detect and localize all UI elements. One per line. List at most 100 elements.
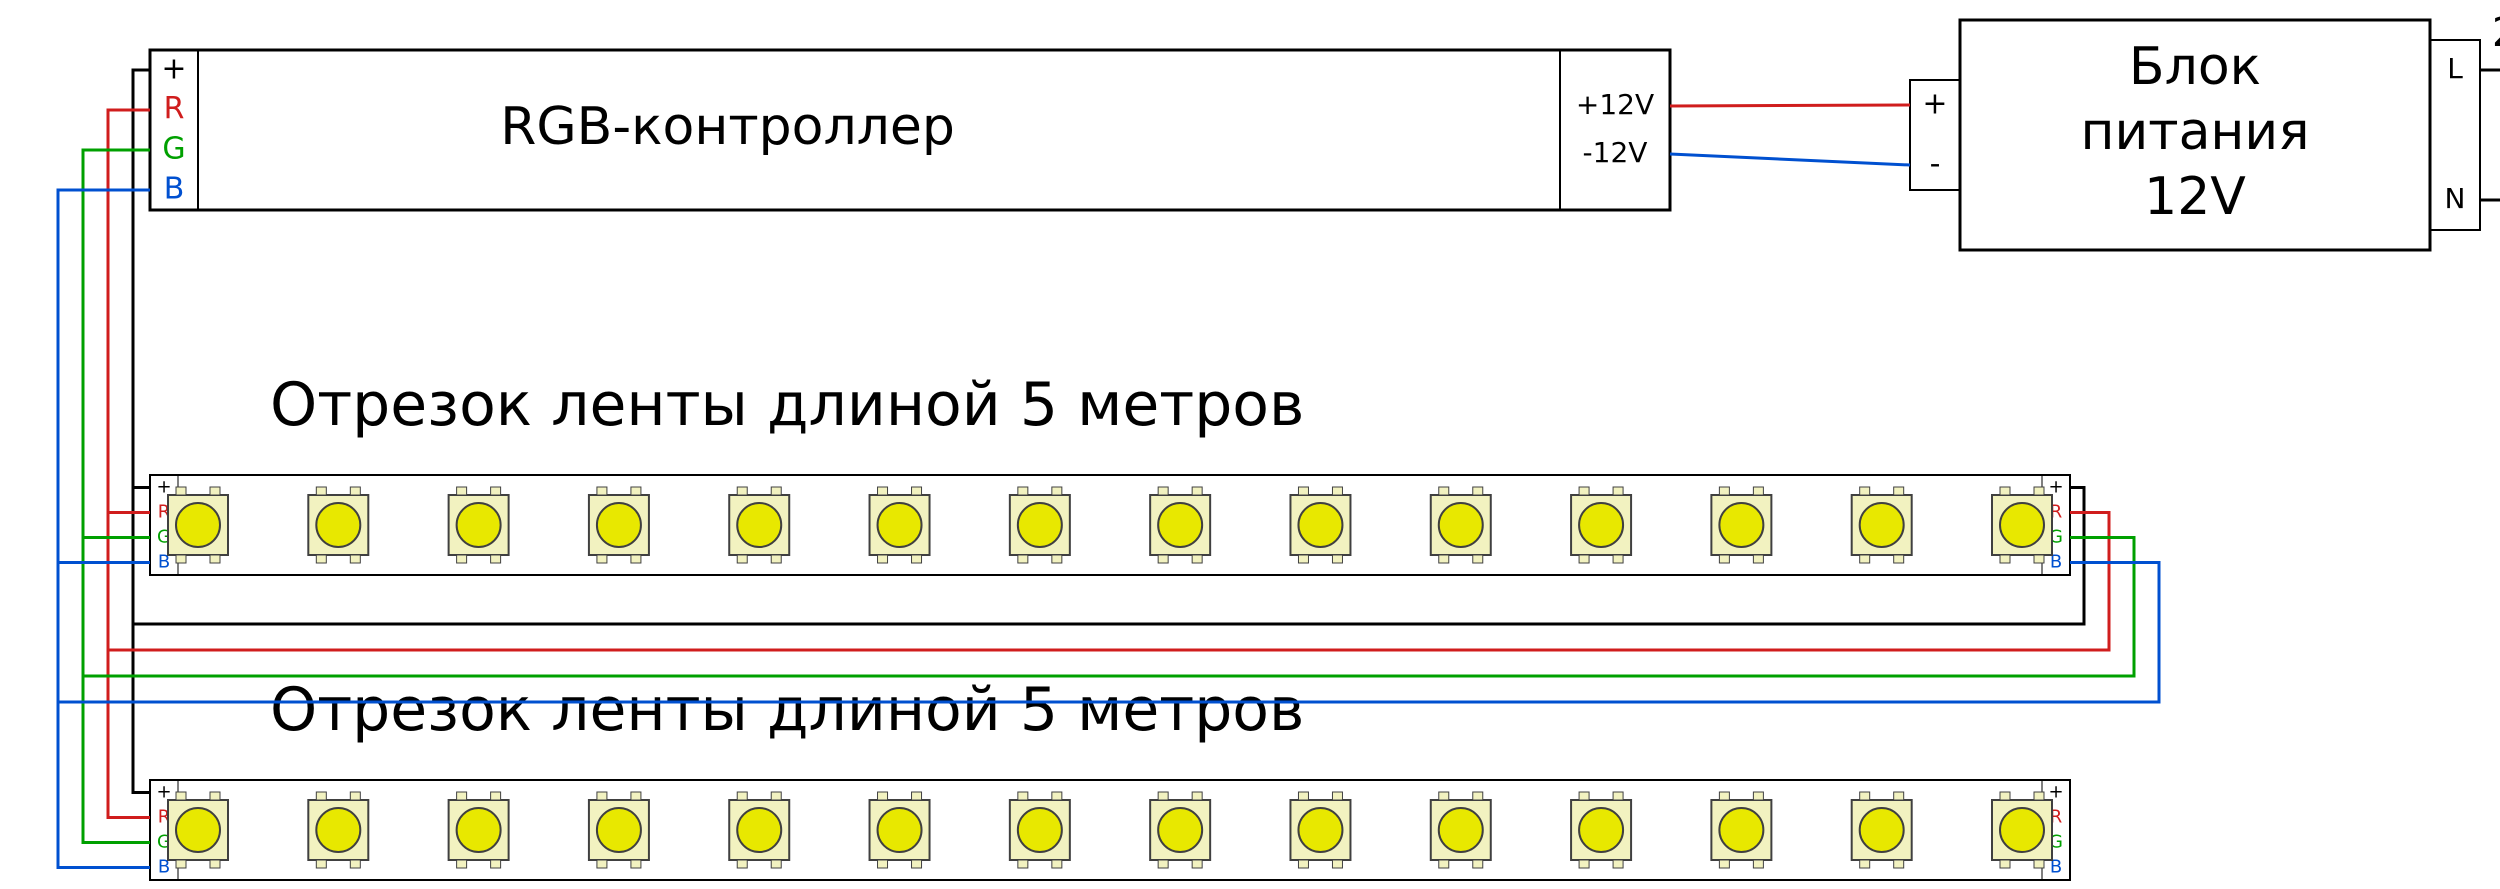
led-leg <box>1052 792 1062 800</box>
led-leg <box>1473 487 1483 495</box>
led-leg <box>1052 487 1062 495</box>
led-leg <box>2000 487 2010 495</box>
led-leg <box>878 860 888 868</box>
led-emitter <box>1439 503 1483 547</box>
led-leg <box>176 555 186 563</box>
led-leg <box>771 860 781 868</box>
led-leg <box>2034 487 2044 495</box>
led-leg <box>878 555 888 563</box>
led-leg <box>1579 487 1589 495</box>
led-leg <box>1158 555 1168 563</box>
led-leg <box>1158 860 1168 868</box>
led-leg <box>1719 860 1729 868</box>
led-leg <box>631 555 641 563</box>
led-leg <box>771 555 781 563</box>
controller-left-terminal: G <box>162 132 185 167</box>
led-leg <box>1052 555 1062 563</box>
led-emitter <box>316 808 360 852</box>
bus-left-g <box>83 150 150 843</box>
led-strip <box>150 780 2070 880</box>
wire-ctrl-psu-minus <box>1670 154 1910 165</box>
led-emitter <box>878 503 922 547</box>
led-leg <box>597 487 607 495</box>
led-leg <box>491 860 501 868</box>
led-leg <box>1192 792 1202 800</box>
led-leg <box>737 860 747 868</box>
led-leg <box>878 487 888 495</box>
led-leg <box>1192 860 1202 868</box>
led-leg <box>1860 860 1870 868</box>
led-leg <box>1192 487 1202 495</box>
led-leg <box>491 555 501 563</box>
led-leg <box>1753 555 1763 563</box>
controller-left-terminal: + <box>161 52 186 87</box>
led-leg <box>912 487 922 495</box>
led-leg <box>316 555 326 563</box>
led-emitter <box>1579 503 1623 547</box>
led-leg <box>2000 860 2010 868</box>
led-leg <box>210 555 220 563</box>
led-leg <box>1473 555 1483 563</box>
led-leg <box>1298 487 1308 495</box>
led-leg <box>2000 555 2010 563</box>
controller-left-terminal: B <box>164 172 185 207</box>
led-emitter <box>1860 503 1904 547</box>
led-leg <box>491 487 501 495</box>
led-leg <box>1719 487 1729 495</box>
led-leg <box>597 792 607 800</box>
led-leg <box>1894 555 1904 563</box>
led-emitter <box>316 503 360 547</box>
led-leg <box>1860 555 1870 563</box>
led-emitter <box>1018 808 1062 852</box>
led-leg <box>1332 860 1342 868</box>
wire-ctrl-psu-plus <box>1670 105 1910 106</box>
led-leg <box>1018 555 1028 563</box>
led-leg <box>210 792 220 800</box>
led-leg <box>1332 792 1342 800</box>
led-leg <box>1439 555 1449 563</box>
led-leg <box>1332 487 1342 495</box>
led-leg <box>1298 792 1308 800</box>
psu-left-terminal: - <box>1930 147 1941 182</box>
led-leg <box>1439 487 1449 495</box>
led-emitter <box>1158 503 1202 547</box>
led-leg <box>1753 860 1763 868</box>
led-leg <box>491 792 501 800</box>
led-leg <box>316 487 326 495</box>
led-leg <box>1719 555 1729 563</box>
led-leg <box>597 555 607 563</box>
led-leg <box>316 792 326 800</box>
led-leg <box>1579 555 1589 563</box>
led-leg <box>1613 860 1623 868</box>
led-leg <box>1860 487 1870 495</box>
mains-voltage-label: 220 V <box>2492 10 2500 56</box>
led-leg <box>1439 792 1449 800</box>
psu-title: питания <box>2080 102 2309 162</box>
led-leg <box>1332 555 1342 563</box>
led-leg <box>457 555 467 563</box>
led-emitter <box>1860 808 1904 852</box>
led-leg <box>597 860 607 868</box>
led-leg <box>1894 792 1904 800</box>
led-leg <box>350 555 360 563</box>
led-leg <box>631 487 641 495</box>
led-leg <box>1579 792 1589 800</box>
psu-right-terminal: N <box>2445 182 2466 215</box>
led-leg <box>1192 555 1202 563</box>
led-leg <box>210 487 220 495</box>
led-leg <box>1052 860 1062 868</box>
led-leg <box>1613 792 1623 800</box>
psu-left-terminal: + <box>1922 87 1947 122</box>
led-leg <box>1753 792 1763 800</box>
led-leg <box>176 860 186 868</box>
led-leg <box>771 487 781 495</box>
led-emitter <box>597 808 641 852</box>
led-leg <box>912 860 922 868</box>
bus-left-r <box>108 110 150 818</box>
led-emitter <box>1158 808 1202 852</box>
strip-heading: Отрезок ленты длиной 5 метров <box>270 675 1304 745</box>
led-emitter <box>1719 808 1763 852</box>
led-emitter <box>1298 503 1342 547</box>
led-emitter <box>737 503 781 547</box>
led-leg <box>1158 487 1168 495</box>
